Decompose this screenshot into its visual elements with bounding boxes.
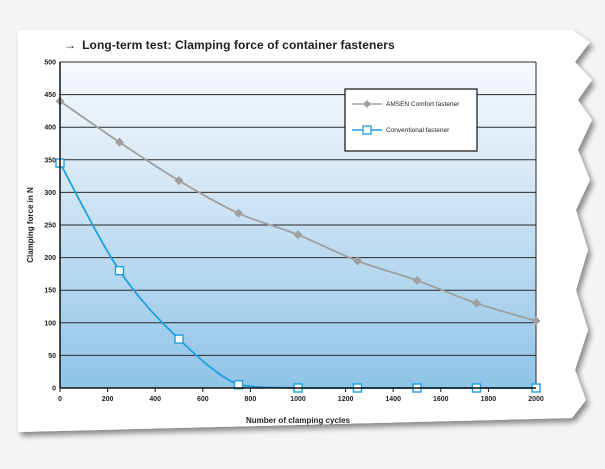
data-point (472, 298, 481, 308)
x-tick-labels: 0 200 400 600 800 1000 1200 1400 1600 1800 2000 (58, 388, 544, 403)
chart-title-text: Long-term test: Clamping force of contai… (82, 38, 395, 52)
chart-title: → Long-term test: Clamping force of conta… (64, 38, 395, 52)
x-tick-label: 2000 (528, 396, 544, 403)
data-point (531, 316, 541, 326)
x-tick-label: 1400 (385, 396, 401, 403)
legend: AMSEN Comfort fastener Conventional fast… (344, 88, 478, 152)
y-tick-label: 50 (48, 353, 56, 360)
y-axis-label: Clamping force in N (26, 187, 35, 263)
data-point (353, 256, 362, 266)
x-tick-label: 800 (245, 396, 257, 403)
x-axis-label: Number of clamping cycles (246, 416, 351, 425)
x-tick-label: 600 (197, 396, 209, 403)
legend-label-amsen: AMSEN Comfort fastener (386, 101, 460, 108)
y-tick-labels: 0 50 100 150 200 250 300 350 400 450 500 (44, 60, 56, 393)
legend-box (344, 88, 478, 152)
y-tick-label: 500 (44, 60, 56, 67)
y-tick-label: 250 (44, 223, 56, 230)
y-tick-label: 350 (44, 157, 56, 164)
y-tick-label: 150 (44, 288, 56, 295)
data-point (293, 230, 303, 240)
legend-label-conventional: Conventional fastener (386, 127, 450, 134)
y-tick-label: 200 (44, 255, 56, 262)
data-point (234, 208, 243, 218)
data-point (115, 137, 124, 147)
x-tick-label: 1200 (338, 396, 354, 403)
x-tick-label: 1600 (433, 396, 449, 403)
arrow-right-icon: → (64, 38, 77, 52)
y-tick-label: 300 (44, 190, 56, 197)
data-point (174, 176, 184, 186)
y-tick-label: 0 (52, 386, 56, 393)
x-tick-label: 400 (149, 396, 161, 403)
legend-marker-amsen (363, 100, 371, 108)
x-tick-label: 200 (102, 396, 114, 403)
x-tick-label: 1800 (481, 396, 497, 403)
data-point (174, 334, 184, 344)
legend-marker-conventional (362, 125, 372, 135)
y-tick-label: 100 (44, 320, 56, 327)
y-tick-label: 400 (44, 125, 56, 132)
x-tick-label: 1000 (290, 396, 306, 403)
data-point (412, 275, 422, 285)
y-tick-label: 450 (44, 92, 56, 99)
data-point (114, 265, 125, 276)
x-tick-label: 0 (58, 396, 62, 403)
